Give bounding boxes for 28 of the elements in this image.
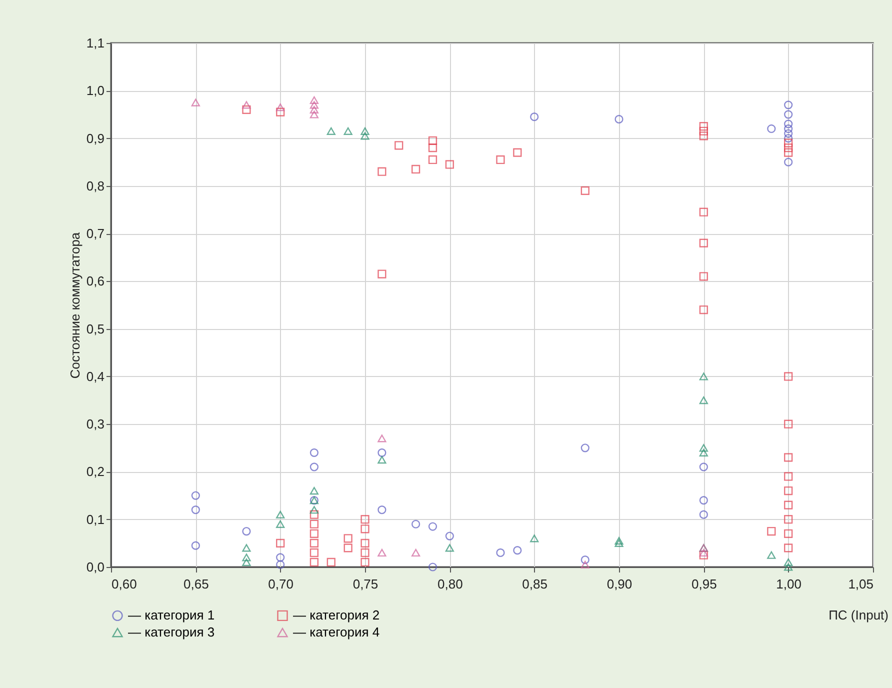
x-tick-label: 1,00	[776, 576, 802, 592]
y-tick-label: 0,3	[86, 416, 104, 432]
x-tick-label: 0,85	[522, 576, 548, 592]
y-tick-label: 0,0	[86, 560, 104, 574]
x-tick-label: 0,75	[352, 576, 378, 592]
y-tick-label: 0,8	[86, 178, 104, 194]
legend-label: — категория 2	[293, 608, 380, 623]
x-tick-label: 0,80	[438, 576, 463, 592]
y-tick-label: 1,1	[86, 36, 104, 50]
y-tick-label: 0,9	[86, 130, 104, 146]
x-axis-title: ПС (Input)	[828, 608, 888, 622]
y-tick-label: 0,6	[86, 274, 104, 289]
y-tick-label: 0,4	[86, 368, 104, 384]
x-tick-label: 0,95	[692, 576, 717, 592]
x-tick-label: 1,05	[848, 576, 874, 592]
y-tick-label: 0,1	[86, 512, 104, 527]
x-tick-label: 0,60	[112, 576, 137, 592]
y-tick-label: 0,7	[86, 226, 104, 242]
legend-label: — категория 1	[128, 608, 215, 623]
y-tick-label: 0,5	[86, 321, 104, 336]
x-tick-label: 0,90	[606, 576, 632, 592]
legend-label: — категория 4	[293, 624, 380, 640]
y-axis-title: Состояние коммутатора	[67, 232, 82, 379]
x-tick-label: 0,70	[268, 576, 294, 592]
y-tick-label: 1,0	[86, 83, 104, 98]
x-tick-label: 0,65	[184, 576, 209, 592]
y-tick-label: 0,2	[86, 464, 104, 480]
legend-label: — категория 3	[128, 624, 215, 640]
